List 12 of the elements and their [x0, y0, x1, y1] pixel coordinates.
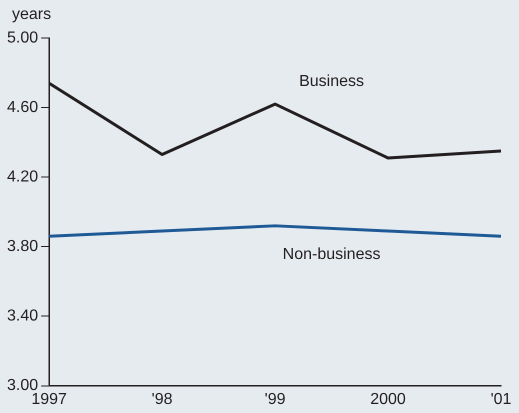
- x-tick-label: '01: [490, 390, 512, 408]
- x-tick-label: '99: [264, 390, 286, 408]
- y-tick-label: 4.60: [7, 98, 38, 116]
- x-tick-label: 2000: [370, 390, 406, 408]
- y-tick-label: 3.80: [7, 238, 38, 256]
- y-tick-label: 4.20: [7, 168, 38, 186]
- series-label: Non-business: [282, 246, 380, 264]
- x-tick-label: '98: [152, 390, 173, 408]
- y-axis-title: years: [12, 6, 52, 24]
- series-label: Business: [299, 73, 364, 90]
- y-tick-label: 3.40: [7, 308, 38, 325]
- y-tick-label: 5.00: [7, 29, 38, 46]
